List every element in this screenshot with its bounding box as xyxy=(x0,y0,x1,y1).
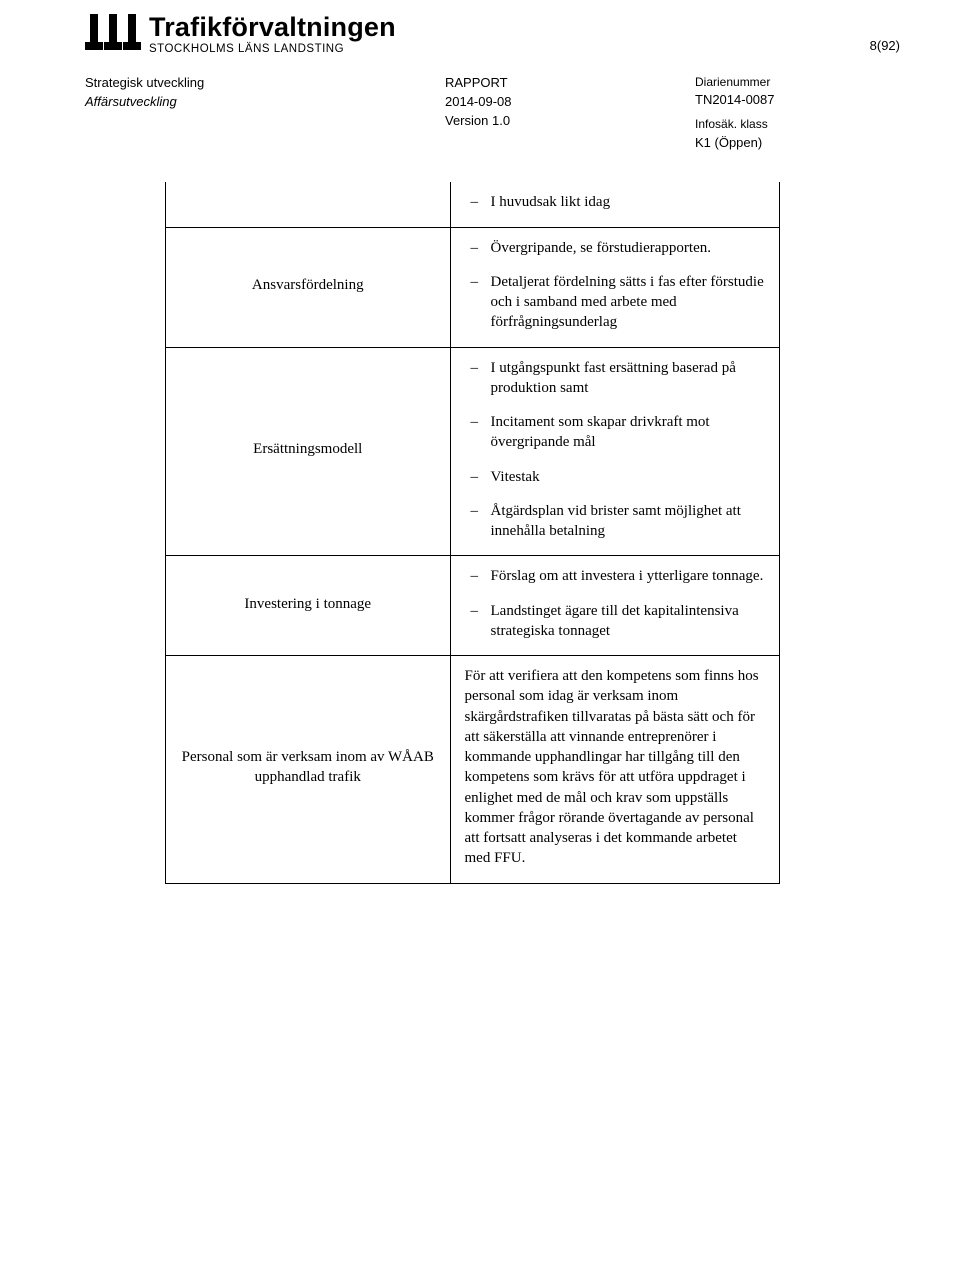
bullet-item: Incitament som skapar drivkraft mot över… xyxy=(465,412,766,453)
logo-icon xyxy=(85,12,141,56)
bullet-list: Övergripande, se förstudierapporten. Deta… xyxy=(465,238,766,333)
meta-center: RAPPORT 2014-09-08 Version 1.0 xyxy=(445,74,695,152)
logo-row: Trafikförvaltningen STOCKHOLMS LÄNS LAND… xyxy=(85,12,900,56)
bullet-item: Förslag om att investera i ytterligare t… xyxy=(465,566,766,586)
meta-version: Version 1.0 xyxy=(445,112,695,131)
page-number: 8(92) xyxy=(870,12,900,53)
table-cell-right: Förslag om att investera i ytterligare t… xyxy=(450,556,780,656)
page: Trafikförvaltningen STOCKHOLMS LÄNS LAND… xyxy=(0,0,960,924)
table-row: AnsvarsfördelningÖvergripande, se förstu… xyxy=(166,227,780,347)
bullet-list: I utgångspunkt fast ersättning baserad p… xyxy=(465,358,766,542)
table-cell-left: Personal som är verksam inom av WÅAB upp… xyxy=(166,656,451,884)
bullet-item: Övergripande, se förstudierapporten. xyxy=(465,238,766,258)
logo-subtitle: STOCKHOLMS LÄNS LANDSTING xyxy=(149,43,396,56)
meta-diary-label: Diarienummer xyxy=(695,74,900,91)
meta-infosec-label: Infosäk. klass xyxy=(695,116,900,133)
meta-doctype: RAPPORT xyxy=(445,74,695,93)
meta-subdept: Affärsutveckling xyxy=(85,93,445,112)
table-cell-right: I utgångspunkt fast ersättning baserad p… xyxy=(450,347,780,556)
bullet-list: I huvudsak likt idag xyxy=(465,192,766,212)
meta-left: Strategisk utveckling Affärsutveckling xyxy=(85,74,445,152)
table-row: I huvudsak likt idag xyxy=(166,182,780,227)
logo-title: Trafikförvaltningen xyxy=(149,13,396,43)
table-cell-left: Investering i tonnage xyxy=(166,556,451,656)
document-header: Trafikförvaltningen STOCKHOLMS LÄNS LAND… xyxy=(85,12,900,152)
bullet-item: Vitestak xyxy=(465,467,766,487)
bullet-item: Åtgärdsplan vid brister samt möjlighet a… xyxy=(465,501,766,542)
meta-infosec-value: K1 (Öppen) xyxy=(695,134,900,153)
paragraph: För att verifiera att den kompetens som … xyxy=(465,666,766,869)
logo-text: Trafikförvaltningen STOCKHOLMS LÄNS LAND… xyxy=(149,13,396,55)
meta-row: Strategisk utveckling Affärsutveckling R… xyxy=(85,74,900,152)
content-table: I huvudsak likt idagAnsvarsfördelningÖve… xyxy=(165,182,780,883)
table-cell-left: Ansvarsfördelning xyxy=(166,227,451,347)
table-row: Ersättningsmodell I utgångspunkt fast ers… xyxy=(166,347,780,556)
table-row: Investering i tonnage Förslag om att inve… xyxy=(166,556,780,656)
table-cell-right: I huvudsak likt idag xyxy=(450,182,780,227)
bullet-item: Detaljerat fördelning sätts i fas efter … xyxy=(465,272,766,333)
meta-right: Diarienummer TN2014-0087 Infosäk. klass … xyxy=(695,74,900,152)
bullet-item: Landstinget ägare till det kapitalintens… xyxy=(465,601,766,642)
meta-dept: Strategisk utveckling xyxy=(85,74,445,93)
bullet-item: I huvudsak likt idag xyxy=(465,192,766,212)
table-cell-left: Ersättningsmodell xyxy=(166,347,451,556)
table-row: Personal som är verksam inom av WÅAB upp… xyxy=(166,656,780,884)
meta-date: 2014-09-08 xyxy=(445,93,695,112)
table-cell-right: Övergripande, se förstudierapporten. Deta… xyxy=(450,227,780,347)
bullet-list: Förslag om att investera i ytterligare t… xyxy=(465,566,766,641)
logo-block: Trafikförvaltningen STOCKHOLMS LÄNS LAND… xyxy=(85,12,396,56)
table-cell-left xyxy=(166,182,451,227)
table-cell-right: För att verifiera att den kompetens som … xyxy=(450,656,780,884)
meta-diary-value: TN2014-0087 xyxy=(695,91,900,110)
bullet-item: I utgångspunkt fast ersättning baserad p… xyxy=(465,358,766,399)
